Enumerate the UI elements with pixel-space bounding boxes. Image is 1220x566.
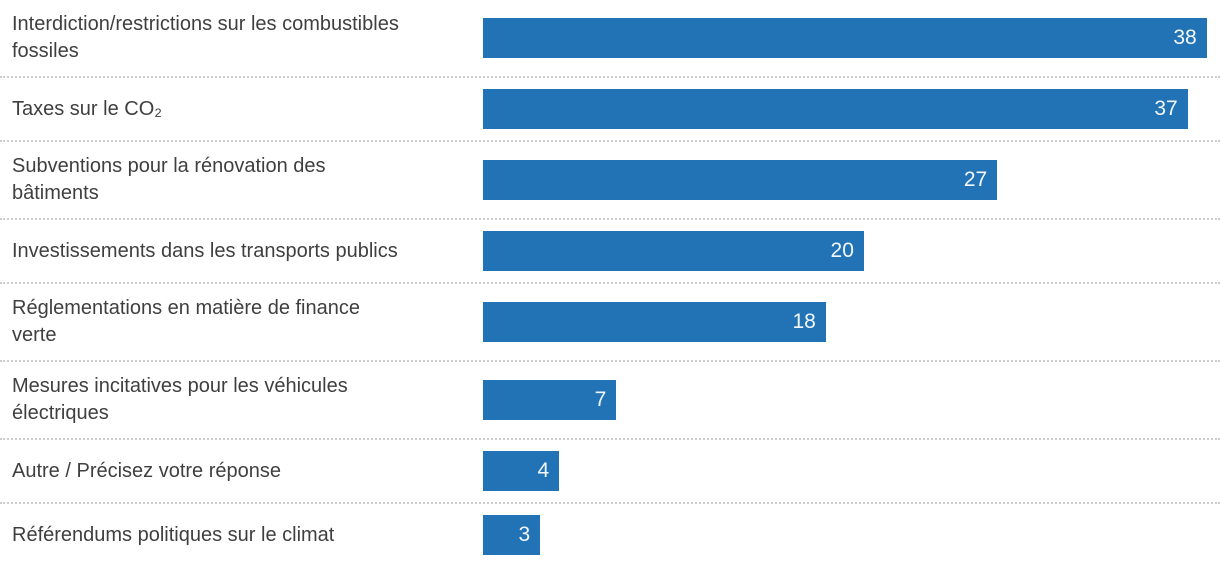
bar: 27 [483, 160, 998, 200]
category-label: Investissements dans les transports publ… [12, 239, 398, 262]
category-label: Réglementations en matière de finance ve… [12, 297, 360, 346]
chart-row: Référendums politiques sur le climat 3 [0, 502, 1220, 566]
chart-row: Autre / Précisez votre réponse 4 [0, 438, 1220, 502]
bar-track: 37 [483, 89, 1220, 129]
value-label: 27 [963, 168, 988, 191]
bar-track: 20 [483, 231, 1220, 271]
value-label: 38 [1173, 26, 1197, 49]
value-label: 7 [594, 388, 607, 411]
bar-track: 27 [483, 160, 1220, 200]
bar: 3 [483, 515, 541, 555]
chart-row: Mesures incitatives pour les véhicules é… [0, 360, 1220, 438]
category-label: Autre / Précisez votre réponse [12, 459, 282, 482]
value-label: 20 [830, 239, 854, 262]
bar: 38 [483, 18, 1207, 58]
bar-track: 4 [483, 451, 1220, 491]
value-label: 4 [537, 459, 550, 482]
value-label: 37 [1154, 97, 1178, 120]
chart-row: Subventions pour la rénovation des bâtim… [0, 140, 1220, 218]
bar-track: 38 [483, 18, 1220, 58]
value-label: 18 [792, 310, 816, 333]
bar: 20 [483, 231, 864, 271]
chart-row: Réglementations en matière de finance ve… [0, 282, 1220, 360]
category-label: Mesures incitatives pour les véhicules é… [12, 375, 348, 424]
chart-row: Taxes sur le CO₂ 37 [0, 76, 1220, 140]
chart-row: Interdiction/restrictions sur les combus… [0, 0, 1220, 76]
bar: 4 [483, 451, 560, 491]
value-label: 3 [518, 523, 531, 546]
category-label: Interdiction/restrictions sur les combus… [12, 13, 399, 62]
category-label: Subventions pour la rénovation des bâtim… [12, 155, 326, 204]
bar-track: 18 [483, 302, 1220, 342]
chart-row: Investissements dans les transports publ… [0, 218, 1220, 282]
bar: 7 [483, 380, 617, 420]
category-label: Taxes sur le CO₂ [12, 97, 163, 120]
bar: 18 [483, 302, 826, 342]
category-label: Référendums politiques sur le climat [12, 523, 335, 546]
bar: 37 [483, 89, 1188, 129]
bar-track: 7 [483, 380, 1220, 420]
bar-track: 3 [483, 515, 1220, 555]
